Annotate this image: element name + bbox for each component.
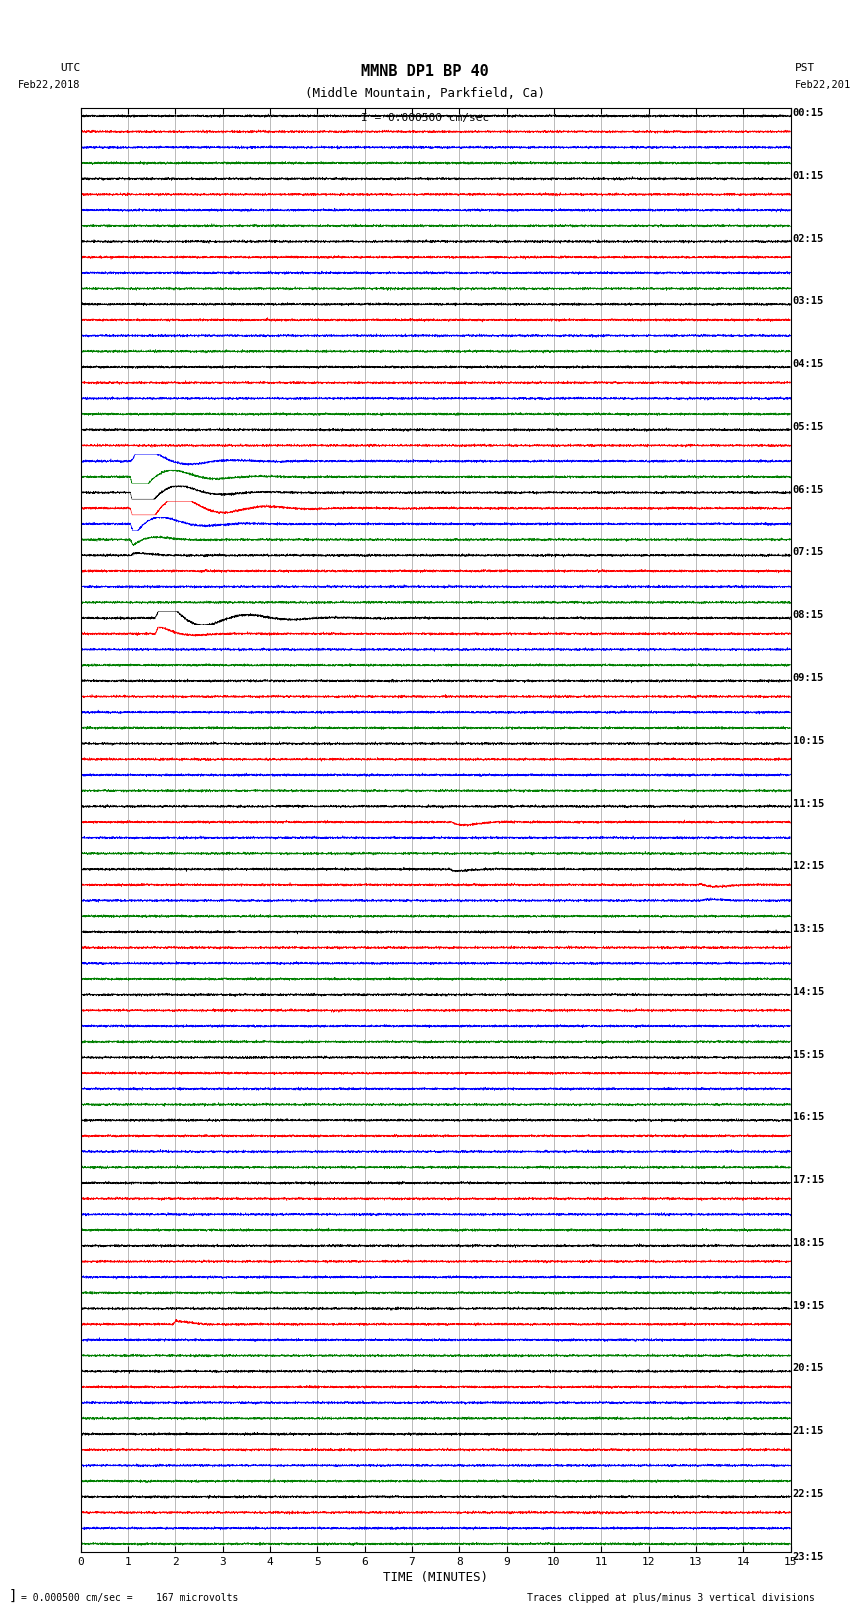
Text: PST: PST [795,63,815,73]
Text: 22:15: 22:15 [793,1489,824,1498]
Text: 20:15: 20:15 [793,1363,824,1373]
Text: Traces clipped at plus/minus 3 vertical divisions: Traces clipped at plus/minus 3 vertical … [527,1594,815,1603]
Text: 10:15: 10:15 [793,736,824,745]
Text: Feb22,2018: Feb22,2018 [18,81,81,90]
Text: 11:15: 11:15 [793,798,824,808]
Text: 03:15: 03:15 [793,297,824,306]
Text: 05:15: 05:15 [793,423,824,432]
Text: 09:15: 09:15 [793,673,824,682]
Text: 18:15: 18:15 [793,1237,824,1248]
Text: 13:15: 13:15 [793,924,824,934]
Text: 14:15: 14:15 [793,987,824,997]
Text: 15:15: 15:15 [793,1050,824,1060]
Text: Feb22,2018: Feb22,2018 [795,81,850,90]
Text: 17:15: 17:15 [793,1176,824,1186]
Text: 21:15: 21:15 [793,1426,824,1436]
Text: 07:15: 07:15 [793,547,824,558]
Text: = 0.000500 cm/sec =    167 microvolts: = 0.000500 cm/sec = 167 microvolts [21,1594,239,1603]
Text: 23:15: 23:15 [793,1552,824,1561]
Text: UTC: UTC [60,63,81,73]
Text: 08:15: 08:15 [793,610,824,621]
Text: 04:15: 04:15 [793,360,824,369]
Text: (Middle Mountain, Parkfield, Ca): (Middle Mountain, Parkfield, Ca) [305,87,545,100]
Text: I = 0.000500 cm/sec: I = 0.000500 cm/sec [361,113,489,123]
Text: ]: ] [8,1589,17,1603]
Text: 06:15: 06:15 [793,484,824,495]
Text: MMNB DP1 BP 40: MMNB DP1 BP 40 [361,65,489,79]
Text: 00:15: 00:15 [793,108,824,118]
Text: 01:15: 01:15 [793,171,824,181]
Text: 12:15: 12:15 [793,861,824,871]
Text: 02:15: 02:15 [793,234,824,244]
X-axis label: TIME (MINUTES): TIME (MINUTES) [383,1571,488,1584]
Text: 16:15: 16:15 [793,1113,824,1123]
Text: 19:15: 19:15 [793,1300,824,1311]
